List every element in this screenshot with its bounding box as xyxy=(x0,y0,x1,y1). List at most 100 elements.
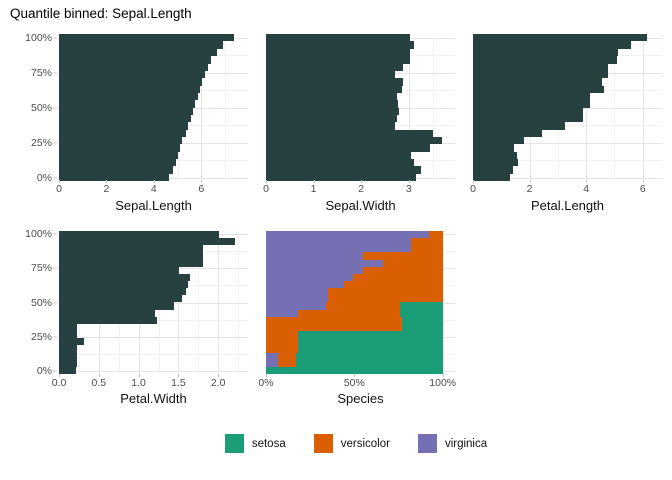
segment-setosa xyxy=(297,338,443,346)
bar xyxy=(266,129,433,137)
chart-title: Quantile binned: Sepal.Length xyxy=(10,6,192,21)
bar-row-bin-75-80pct xyxy=(59,63,248,71)
plot-area xyxy=(266,34,455,181)
bar xyxy=(473,56,617,64)
bar-row-bin-85-90pct xyxy=(266,245,455,253)
bar-row-bin-95-100pct xyxy=(59,34,248,42)
bar xyxy=(266,41,415,49)
bar-row-bin-5-10pct xyxy=(59,359,248,367)
tick-mark xyxy=(53,336,57,338)
stacked-bar xyxy=(266,273,443,281)
bar-row-bin-60-65pct xyxy=(266,85,455,93)
bar-row-bin-80-85pct xyxy=(59,252,248,260)
bar xyxy=(266,158,414,167)
bar xyxy=(59,266,180,274)
segment-setosa xyxy=(266,366,443,374)
bar-row-bin-35-40pct xyxy=(473,122,662,130)
segment-setosa xyxy=(297,331,443,339)
plot-area xyxy=(266,230,455,374)
bar-row-bin-85-90pct xyxy=(266,48,455,57)
stacked-bar xyxy=(266,331,443,339)
bar xyxy=(59,295,183,303)
bar-row-bin-20-25pct xyxy=(266,144,455,152)
segment-virginica xyxy=(266,288,328,296)
gridline xyxy=(198,231,200,374)
bar xyxy=(473,63,608,71)
segment-virginica xyxy=(266,259,383,267)
x-axis-title: Petal.Length xyxy=(530,198,604,213)
gridline xyxy=(473,177,662,179)
y-tick-label: 25% xyxy=(30,136,52,149)
x-tick-label: 2 xyxy=(358,183,365,195)
bar-row-bin-85-90pct xyxy=(59,48,248,57)
bar-row-bin-85-90pct xyxy=(473,48,662,57)
x-axis-title: Species xyxy=(337,391,384,406)
bar xyxy=(266,85,402,93)
bar-row-bin-20-25pct xyxy=(59,144,248,152)
gridline xyxy=(59,370,248,372)
segment-virginica xyxy=(266,230,429,239)
bar-row-bin-60-65pct xyxy=(59,280,248,289)
bar-row-bin-70-75pct xyxy=(266,70,455,79)
bar xyxy=(59,114,191,123)
bar-row-bin-25-30pct xyxy=(266,331,455,339)
bar-row-bin-30-35pct xyxy=(473,129,662,137)
bar xyxy=(473,158,519,167)
bar-stack xyxy=(59,34,248,181)
bar xyxy=(473,100,590,108)
bar xyxy=(59,56,211,64)
tick-mark xyxy=(586,180,588,183)
stacked-bar xyxy=(266,238,443,246)
bar xyxy=(59,136,183,145)
bar xyxy=(473,85,604,93)
bar-stack xyxy=(473,34,662,181)
bar-row-bin-5-10pct xyxy=(473,166,662,174)
segment-virginica xyxy=(266,295,328,303)
segment-versicolor xyxy=(363,266,443,274)
x-axis-ticks: 0% 50% 100% xyxy=(258,374,456,390)
bar-row-bin-75-80pct xyxy=(59,259,248,267)
bar-row-bin-70-75pct xyxy=(59,70,248,79)
tick-mark xyxy=(313,180,315,183)
x-tick-label: 0 xyxy=(56,183,62,195)
stacked-bar xyxy=(266,352,443,360)
gridline xyxy=(59,336,248,338)
bar-row-bin-55-60pct xyxy=(473,92,662,101)
segment-versicolor xyxy=(352,273,443,281)
x-tick-label: 2.0 xyxy=(210,377,226,389)
bar-row-bin-50-55pct xyxy=(473,100,662,108)
bar-row-bin-60-65pct xyxy=(473,85,662,93)
bar-row-bin-5-10pct xyxy=(266,359,455,367)
gridline xyxy=(201,34,203,181)
bar-row-bin-15-20pct xyxy=(266,345,455,353)
plot-area xyxy=(59,34,248,181)
y-axis-ticks: 0% 25% 50% 75% 100% xyxy=(12,32,52,184)
bar-row-bin-70-75pct xyxy=(473,70,662,79)
bar xyxy=(59,359,77,367)
tick-mark xyxy=(53,370,57,372)
segment-virginica xyxy=(266,273,353,281)
bar-row-bin-45-50pct xyxy=(266,107,455,115)
bar xyxy=(59,273,191,281)
segment-setosa xyxy=(400,309,443,317)
bar-row-bin-5-10pct xyxy=(59,166,248,174)
bar xyxy=(266,114,397,123)
bar-row-bin-65-70pct xyxy=(59,273,248,281)
segment-versicolor xyxy=(410,238,443,246)
bar-row-bin-45-50pct xyxy=(473,107,662,115)
tick-mark xyxy=(442,374,444,377)
tick-mark xyxy=(53,72,57,73)
bar-row-bin-90-95pct xyxy=(266,238,455,246)
segment-versicolor xyxy=(278,359,297,367)
bar-row-bin-40-45pct xyxy=(59,309,248,317)
legend: setosa versicolor virginica xyxy=(0,434,672,453)
tick-mark xyxy=(153,180,155,183)
segment-versicolor xyxy=(326,302,401,310)
bar xyxy=(473,41,631,49)
bar-stack xyxy=(59,230,248,374)
tick-mark xyxy=(53,107,57,108)
bar-stack xyxy=(266,230,455,374)
bar xyxy=(59,238,235,246)
bar xyxy=(266,48,411,57)
bar-row-bin-95-100pct xyxy=(266,230,455,239)
